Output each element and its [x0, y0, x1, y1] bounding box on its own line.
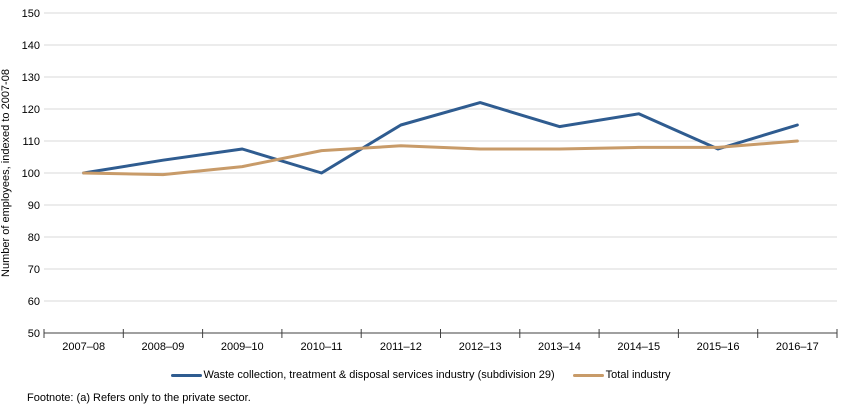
y-tick-label: 130: [22, 72, 40, 84]
x-tick-label: 2012–13: [459, 341, 502, 353]
x-tick-label: 2015–16: [697, 341, 740, 353]
legend-item-total: Total industry: [572, 369, 671, 381]
y-tick-label: 120: [22, 104, 40, 116]
series-line-0: [82, 101, 799, 175]
y-tick-label: 90: [28, 200, 40, 212]
y-tick-label: 80: [28, 232, 40, 244]
legend-line-swatch-waste: [170, 373, 202, 377]
legend-label-waste: Waste collection, treatment & disposal s…: [203, 369, 555, 381]
x-tick-label: 2014–15: [617, 341, 660, 353]
y-tick-label: 100: [22, 168, 40, 180]
series-line-1: [82, 139, 799, 177]
y-tick-label: 70: [28, 264, 40, 276]
x-tick-label: 2007–08: [62, 341, 105, 353]
legend: Waste collection, treatment & disposal s…: [0, 366, 841, 384]
legend-item-waste: Waste collection, treatment & disposal s…: [170, 369, 555, 381]
y-tick-label: 150: [22, 8, 40, 20]
x-tick-label: 2010–11: [301, 341, 343, 353]
legend-label-total: Total industry: [605, 369, 671, 381]
y-tick-label: 140: [22, 40, 40, 52]
x-tick-label: 2013–14: [538, 341, 581, 353]
y-tick-label: 50: [28, 328, 40, 340]
y-tick-label: 60: [28, 296, 40, 308]
y-axis-title: Number of employees, indexed to 2007-08: [0, 69, 12, 277]
x-tick-label: 2009–10: [221, 341, 264, 353]
footnote: Footnote: (a) Refers only to the private…: [27, 392, 251, 404]
x-tick-label: 2016–17: [776, 341, 819, 353]
plot-area: 50 60 70 80 90 100 110 120 130 140 150 2007–08 2008–…: [0, 8, 838, 353]
x-tick-label: 2008–09: [142, 341, 185, 353]
x-tick-label: 2011–12: [380, 341, 422, 353]
y-tick-label: 110: [22, 136, 40, 148]
legend-line-swatch-total: [572, 373, 604, 377]
